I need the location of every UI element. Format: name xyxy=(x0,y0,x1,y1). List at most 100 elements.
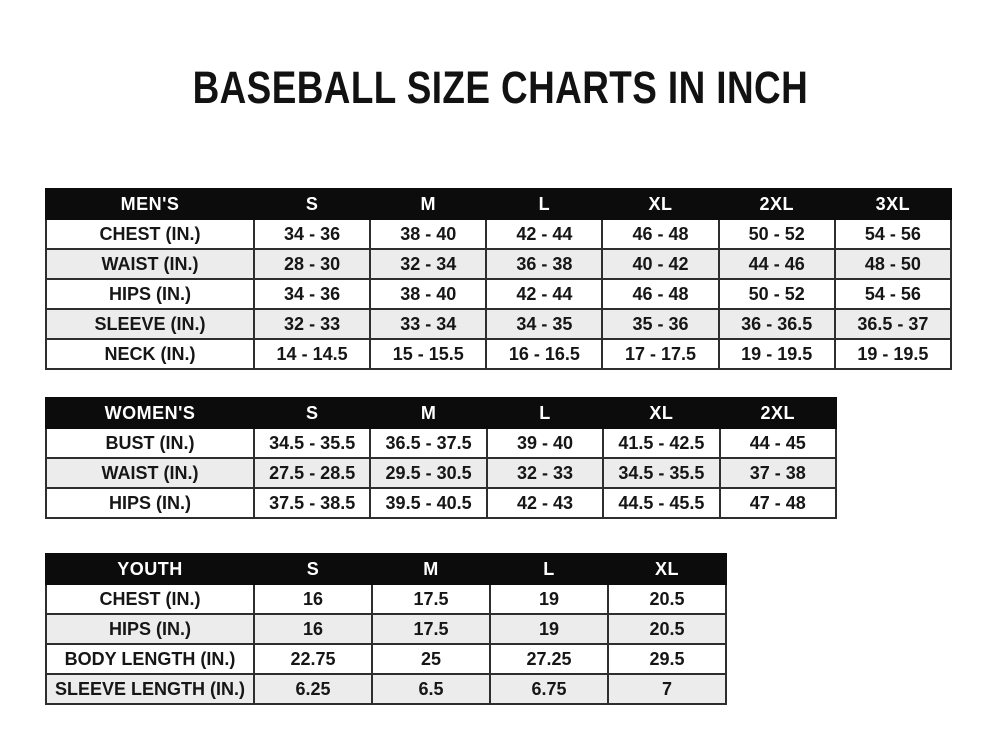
row-label-cell: WAIST (IN.) xyxy=(45,457,255,489)
size-value-cell: 29.5 - 30.5 xyxy=(369,457,488,489)
size-value-cell: 50 - 52 xyxy=(717,278,836,310)
row-label-cell: NECK (IN.) xyxy=(45,338,255,370)
size-value-cell: 46 - 48 xyxy=(601,278,720,310)
size-value-cell: 48 - 50 xyxy=(833,248,953,280)
size-value-cell: 16 xyxy=(253,583,373,615)
youth-measurement-row: HIPS (IN.) 16 17.5 19 20.5 xyxy=(45,613,727,645)
size-value-cell: 34 - 36 xyxy=(252,278,372,310)
youth-size-table-container: YOUTH S M L XL CHEST (IN.) 16 17.5 19 20.5 HIPS (I… xyxy=(45,553,727,705)
mens-size-column-header: M xyxy=(369,188,488,220)
size-value-cell: 17 - 17.5 xyxy=(601,338,720,370)
size-value-cell: 34.5 - 35.5 xyxy=(252,427,372,459)
size-value-cell: 16 - 16.5 xyxy=(485,338,604,370)
row-label-cell: SLEEVE LENGTH (IN.) xyxy=(45,673,255,705)
size-value-cell: 44 - 45 xyxy=(718,427,838,459)
womens-measurement-row: BUST (IN.) 34.5 - 35.5 36.5 - 37.5 39 - 40 4… xyxy=(45,427,838,459)
row-label-cell: HIPS (IN.) xyxy=(45,278,255,310)
youth-size-table: YOUTH S M L XL CHEST (IN.) 16 17.5 19 20.5 HIPS (I… xyxy=(45,553,727,705)
size-value-cell: 35 - 36 xyxy=(601,308,720,340)
size-value-cell: 17.5 xyxy=(371,583,491,615)
row-label-cell: BODY LENGTH (IN.) xyxy=(45,643,255,675)
size-value-cell: 15 - 15.5 xyxy=(369,338,488,370)
size-value-cell: 7 xyxy=(607,673,727,705)
size-value-cell: 19 - 19.5 xyxy=(717,338,836,370)
youth-group-title-cell: YOUTH xyxy=(45,553,255,585)
size-value-cell: 36.5 - 37 xyxy=(833,308,953,340)
womens-measurement-row: HIPS (IN.) 37.5 - 38.5 39.5 - 40.5 42 - 43 4… xyxy=(45,487,838,519)
row-label-cell: SLEEVE (IN.) xyxy=(45,308,255,340)
mens-measurement-row: HIPS (IN.) 34 - 36 38 - 40 42 - 44 46 - 48 50… xyxy=(45,278,953,310)
page-title-text: BASEBALL SIZE CHARTS IN INCH xyxy=(192,62,808,113)
youth-size-column-header: L xyxy=(489,553,609,585)
size-value-cell: 47 - 48 xyxy=(718,487,838,519)
mens-size-column-header: 3XL xyxy=(833,188,953,220)
mens-measurement-row: NECK (IN.) 14 - 14.5 15 - 15.5 16 - 16.5 17 … xyxy=(45,338,953,370)
page-title: BASEBALL SIZE CHARTS IN INCH xyxy=(0,62,1000,114)
size-value-cell: 32 - 34 xyxy=(369,248,488,280)
mens-size-column-header: S xyxy=(252,188,372,220)
mens-measurement-row: CHEST (IN.) 34 - 36 38 - 40 42 - 44 46 - 48 5… xyxy=(45,218,953,250)
size-value-cell: 27.5 - 28.5 xyxy=(252,457,372,489)
size-value-cell: 38 - 40 xyxy=(369,278,488,310)
mens-size-table-container: MEN'S S M L XL 2XL 3XL CHEST (IN.) 34 - 36 38 - 4… xyxy=(45,188,953,370)
size-value-cell: 34 - 36 xyxy=(252,218,372,250)
size-value-cell: 42 - 44 xyxy=(485,218,604,250)
womens-size-column-header: XL xyxy=(602,397,721,429)
size-value-cell: 44 - 46 xyxy=(717,248,836,280)
size-value-cell: 42 - 43 xyxy=(485,487,605,519)
size-value-cell: 6.75 xyxy=(489,673,609,705)
row-label-cell: CHEST (IN.) xyxy=(45,218,255,250)
size-value-cell: 50 - 52 xyxy=(717,218,836,250)
size-value-cell: 29.5 xyxy=(607,643,727,675)
youth-measurement-row: SLEEVE LENGTH (IN.) 6.25 6.5 6.75 7 xyxy=(45,673,727,705)
size-value-cell: 46 - 48 xyxy=(601,218,720,250)
size-value-cell: 6.25 xyxy=(253,673,373,705)
womens-size-column-header: M xyxy=(369,397,488,429)
mens-header-row: MEN'S S M L XL 2XL 3XL xyxy=(45,188,953,220)
size-value-cell: 22.75 xyxy=(253,643,373,675)
womens-group-title-cell: WOMEN'S xyxy=(45,397,255,429)
size-value-cell: 27.25 xyxy=(489,643,609,675)
mens-size-column-header: L xyxy=(485,188,604,220)
size-value-cell: 37 - 38 xyxy=(718,457,838,489)
youth-size-column-header: S xyxy=(253,553,373,585)
mens-measurement-row: WAIST (IN.) 28 - 30 32 - 34 36 - 38 40 - 42 4… xyxy=(45,248,953,280)
mens-size-column-header: XL xyxy=(601,188,720,220)
size-value-cell: 33 - 34 xyxy=(369,308,488,340)
row-label-cell: BUST (IN.) xyxy=(45,427,255,459)
row-label-cell: HIPS (IN.) xyxy=(45,487,255,519)
womens-size-table-container: WOMEN'S S M L XL 2XL BUST (IN.) 34.5 - 35.5 36.5… xyxy=(45,397,838,519)
size-value-cell: 39 - 40 xyxy=(485,427,605,459)
size-value-cell: 20.5 xyxy=(607,613,727,645)
size-value-cell: 38 - 40 xyxy=(369,218,488,250)
size-value-cell: 34 - 35 xyxy=(485,308,604,340)
size-value-cell: 20.5 xyxy=(607,583,727,615)
mens-measurement-row: SLEEVE (IN.) 32 - 33 33 - 34 34 - 35 35 - 36… xyxy=(45,308,953,340)
size-value-cell: 19 xyxy=(489,583,609,615)
size-value-cell: 42 - 44 xyxy=(485,278,604,310)
size-value-cell: 16 xyxy=(253,613,373,645)
mens-group-title-cell: MEN'S xyxy=(45,188,255,220)
size-value-cell: 14 - 14.5 xyxy=(252,338,372,370)
size-value-cell: 54 - 56 xyxy=(833,218,953,250)
womens-measurement-row: WAIST (IN.) 27.5 - 28.5 29.5 - 30.5 32 - 33… xyxy=(45,457,838,489)
size-value-cell: 44.5 - 45.5 xyxy=(602,487,721,519)
size-value-cell: 28 - 30 xyxy=(252,248,372,280)
size-value-cell: 41.5 - 42.5 xyxy=(602,427,721,459)
row-label-cell: WAIST (IN.) xyxy=(45,248,255,280)
size-value-cell: 36 - 38 xyxy=(485,248,604,280)
mens-size-column-header: 2XL xyxy=(717,188,836,220)
size-value-cell: 34.5 - 35.5 xyxy=(602,457,721,489)
size-value-cell: 25 xyxy=(371,643,491,675)
size-value-cell: 37.5 - 38.5 xyxy=(252,487,372,519)
youth-measurement-row: CHEST (IN.) 16 17.5 19 20.5 xyxy=(45,583,727,615)
womens-size-table: WOMEN'S S M L XL 2XL BUST (IN.) 34.5 - 35.5 36.5… xyxy=(45,397,838,519)
womens-size-column-header: 2XL xyxy=(718,397,838,429)
size-value-cell: 36.5 - 37.5 xyxy=(369,427,488,459)
size-value-cell: 32 - 33 xyxy=(485,457,605,489)
row-label-cell: HIPS (IN.) xyxy=(45,613,255,645)
youth-size-column-header: XL xyxy=(607,553,727,585)
mens-size-table: MEN'S S M L XL 2XL 3XL CHEST (IN.) 34 - 36 38 - 4… xyxy=(45,188,953,370)
row-label-cell: CHEST (IN.) xyxy=(45,583,255,615)
